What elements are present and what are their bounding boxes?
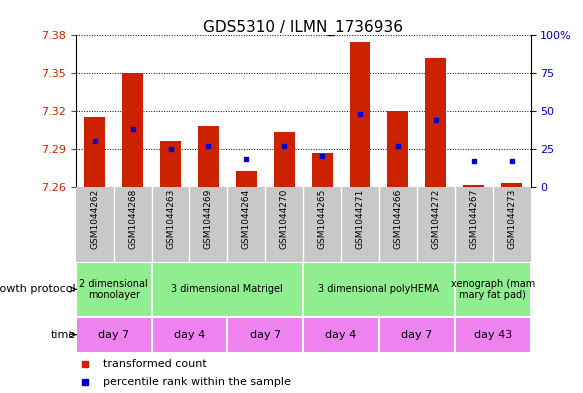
Bar	[379, 316, 455, 353]
Text: 3 dimensional polyHEMA: 3 dimensional polyHEMA	[318, 284, 440, 294]
Text: day 4: day 4	[174, 330, 205, 340]
Bar	[303, 316, 379, 353]
Bar	[303, 262, 455, 316]
Bar	[455, 316, 531, 353]
Bar	[227, 316, 303, 353]
Text: GSM1044271: GSM1044271	[356, 189, 364, 249]
Text: day 7: day 7	[401, 330, 433, 340]
Text: percentile rank within the sample: percentile rank within the sample	[103, 377, 291, 387]
Text: GSM1044266: GSM1044266	[394, 189, 402, 249]
Text: GSM1044268: GSM1044268	[128, 189, 137, 249]
Text: 3 dimensional Matrigel: 3 dimensional Matrigel	[171, 284, 283, 294]
Text: day 43: day 43	[473, 330, 512, 340]
Bar	[463, 185, 484, 187]
Bar	[455, 262, 531, 316]
Bar	[160, 141, 181, 187]
Text: GSM1044269: GSM1044269	[204, 189, 213, 249]
Bar	[122, 73, 143, 187]
Text: day 7: day 7	[98, 330, 129, 340]
Bar	[312, 152, 332, 187]
Text: GSM1044265: GSM1044265	[318, 189, 326, 249]
Bar	[501, 183, 522, 187]
Bar	[85, 117, 105, 187]
Text: time: time	[51, 330, 76, 340]
Text: GSM1044263: GSM1044263	[166, 189, 175, 249]
Text: growth protocol: growth protocol	[0, 284, 76, 294]
Text: transformed count: transformed count	[103, 359, 207, 369]
Text: GSM1044273: GSM1044273	[507, 189, 516, 249]
Bar	[198, 126, 219, 187]
Bar	[350, 42, 370, 187]
Text: 2 dimensional
monolayer: 2 dimensional monolayer	[79, 279, 148, 300]
Text: day 7: day 7	[250, 330, 281, 340]
Text: xenograph (mam
mary fat pad): xenograph (mam mary fat pad)	[451, 279, 535, 300]
Bar	[152, 316, 227, 353]
Text: day 4: day 4	[325, 330, 357, 340]
Text: GSM1044262: GSM1044262	[90, 189, 99, 249]
Bar	[236, 171, 257, 187]
Text: GSM1044270: GSM1044270	[280, 189, 289, 249]
Bar	[426, 58, 446, 187]
Text: GSM1044267: GSM1044267	[469, 189, 478, 249]
Bar	[274, 132, 294, 187]
Bar	[152, 262, 303, 316]
Text: GSM1044264: GSM1044264	[242, 189, 251, 249]
Bar	[388, 111, 408, 187]
Text: GSM1044272: GSM1044272	[431, 189, 440, 249]
Bar	[76, 262, 152, 316]
Bar	[76, 316, 152, 353]
Text: GDS5310 / ILMN_1736936: GDS5310 / ILMN_1736936	[203, 20, 403, 36]
